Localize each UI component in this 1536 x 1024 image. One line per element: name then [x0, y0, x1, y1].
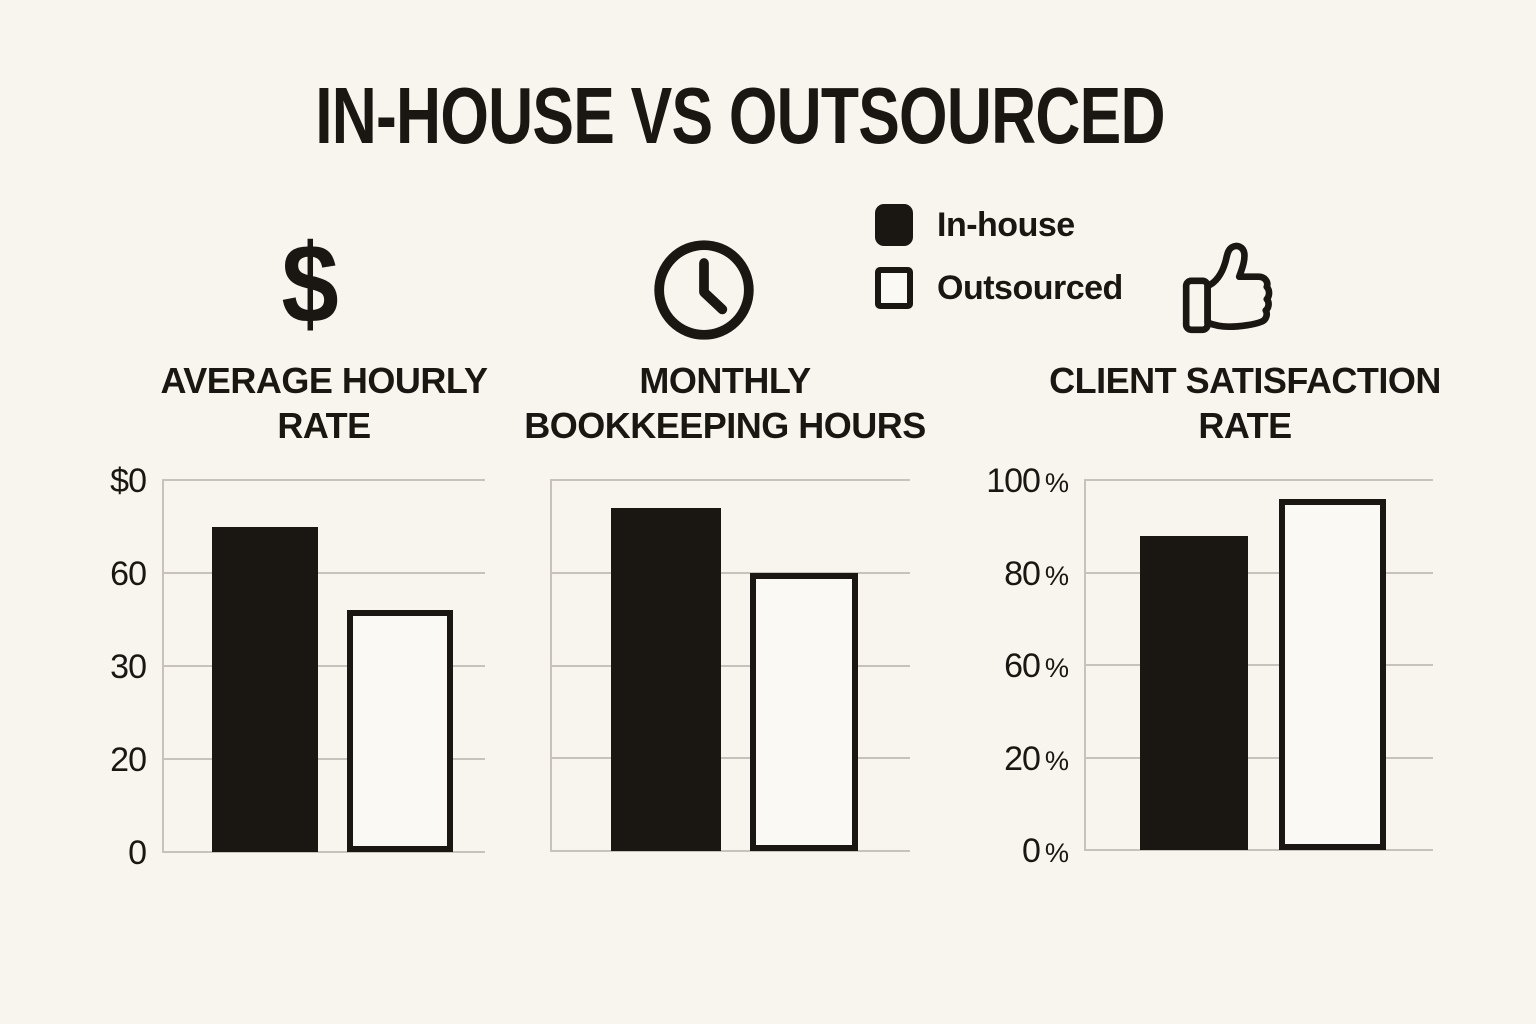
- in-house-swatch: [875, 204, 913, 246]
- y-axis-tick-label: 30: [110, 648, 147, 687]
- chart-title-line: RATE: [277, 405, 371, 446]
- chart-client-satisfaction-plot: 100% 80% 60% 20% 0%: [986, 462, 1433, 870]
- legend-label-outsourced: Outsourced: [937, 268, 1123, 307]
- bar-in-house: [611, 507, 721, 851]
- bar-outsourced: [1279, 498, 1386, 850]
- clock-icon: [650, 236, 758, 344]
- chart-title-line: AVERAGE HOURLY: [160, 360, 488, 401]
- gridline: [162, 572, 485, 574]
- gridline: [1084, 479, 1433, 481]
- bar-outsourced: [347, 610, 453, 852]
- chart-title-client-satisfaction: CLIENT SATISFACTION RATE: [1030, 358, 1460, 448]
- gridline: [162, 479, 485, 481]
- chart-bookkeeping-hours-plot: [550, 479, 910, 852]
- thumbs-up-icon: [1178, 234, 1280, 346]
- legend-label-in-house: In-house: [937, 205, 1075, 244]
- gridline: [550, 479, 910, 481]
- gridline: [550, 571, 910, 574]
- chart-title-hourly-rate: AVERAGE HOURLY RATE: [118, 358, 530, 448]
- y-axis-tick-label: 60: [110, 555, 147, 594]
- gridline: [162, 758, 485, 760]
- bar-in-house: [212, 526, 318, 852]
- y-axis-line: [1084, 480, 1086, 850]
- y-axis-tick-label: 20%: [1004, 739, 1069, 778]
- y-axis-tick-label: 100%: [986, 462, 1069, 501]
- gridline: [1084, 849, 1433, 851]
- chart-title-line: BOOKKEEPING HOURS: [524, 405, 926, 446]
- page-title: IN-HOUSE VS OUTSOURCED: [315, 71, 1165, 160]
- y-axis-tick-label: 60%: [1004, 647, 1069, 686]
- gridline: [1084, 571, 1433, 574]
- gridline: [1084, 664, 1433, 666]
- chart-title-bookkeeping-hours: MONTHLY BOOKKEEPING HOURS: [510, 358, 940, 448]
- y-axis-tick-label: 20: [110, 741, 147, 780]
- dollar-icon: $: [281, 221, 339, 346]
- legend-item-in-house: In-house: [875, 204, 1123, 246]
- gridline: [1084, 756, 1433, 759]
- legend: In-house Outsourced: [875, 204, 1123, 309]
- y-axis-tick-label: 0: [128, 834, 147, 873]
- bar-outsourced: [750, 572, 858, 851]
- bar-in-house: [1140, 535, 1248, 850]
- chart-title-line: RATE: [1198, 405, 1292, 446]
- outsourced-swatch: [875, 267, 913, 309]
- y-axis-tick-label: 0%: [1022, 832, 1069, 871]
- gridline: [162, 665, 485, 667]
- chart-hourly-rate-plot: $0 60 30 20 0: [110, 462, 485, 872]
- gridline: [550, 850, 910, 852]
- y-axis-tick-label: 80%: [1004, 554, 1069, 593]
- gridline: [550, 757, 910, 760]
- gridline: [162, 851, 485, 853]
- legend-item-outsourced: Outsourced: [875, 267, 1123, 309]
- chart-title-line: CLIENT SATISFACTION: [1049, 360, 1441, 401]
- chart-title-line: MONTHLY: [639, 360, 811, 401]
- y-axis-line: [162, 480, 164, 852]
- gridline: [550, 664, 910, 667]
- y-axis-tick-label: $0: [110, 462, 147, 501]
- y-axis-line: [550, 480, 552, 851]
